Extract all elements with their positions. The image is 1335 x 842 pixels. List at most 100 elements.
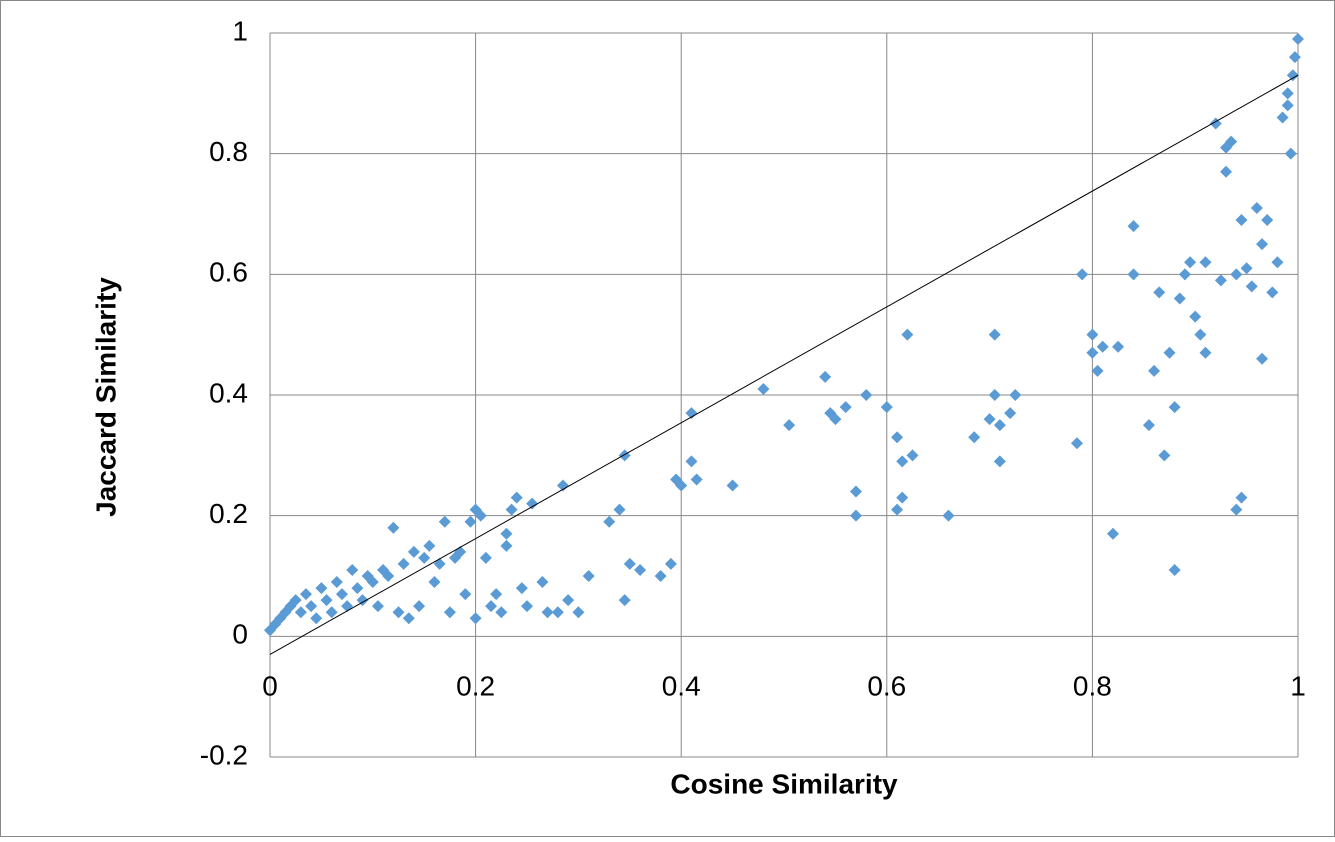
y-tick-label: 0.4 [209, 377, 248, 408]
x-axis-title: Cosine Similarity [670, 768, 898, 799]
point [294, 606, 307, 619]
point [397, 557, 410, 570]
point [1250, 201, 1263, 214]
point [1235, 214, 1248, 227]
point [690, 473, 703, 486]
point [371, 600, 384, 613]
point [428, 576, 441, 589]
point [387, 521, 400, 534]
point [310, 612, 323, 625]
point [891, 503, 904, 516]
point [320, 594, 333, 607]
point [572, 606, 585, 619]
point [896, 491, 909, 504]
grid: -0.2 0 0.2 0.4 0.6 0.8 1 0 0.2 0.4 0.6 0.8 1 [200, 15, 1306, 770]
point [1127, 220, 1140, 233]
point [407, 545, 420, 558]
point [968, 431, 981, 444]
point [613, 503, 626, 516]
point [1281, 99, 1294, 112]
y-axis-title: Jaccard Similarity [90, 277, 121, 517]
point [1178, 268, 1191, 281]
point [819, 370, 832, 383]
point [335, 588, 348, 601]
point [521, 600, 533, 613]
point [582, 570, 595, 582]
point [1225, 135, 1238, 148]
point [562, 594, 575, 607]
x-tick-label: 1 [1290, 671, 1306, 702]
point [1184, 256, 1197, 269]
point [1281, 87, 1294, 100]
trend-line [269, 74, 1299, 655]
point [1276, 111, 1289, 124]
y-tick-label: -0.2 [200, 739, 248, 770]
point [459, 588, 472, 601]
point [993, 455, 1006, 468]
point [783, 419, 796, 432]
y-tick-label: 0.2 [209, 498, 248, 529]
point [423, 539, 436, 552]
point [757, 382, 770, 395]
plot-marks [264, 33, 1304, 655]
point [685, 407, 698, 420]
point [1261, 214, 1274, 227]
point [849, 485, 862, 498]
point [1230, 268, 1243, 281]
point [505, 503, 518, 516]
point [1142, 419, 1155, 432]
point [1168, 563, 1181, 576]
point [479, 551, 492, 564]
point [860, 389, 873, 401]
point [891, 431, 904, 444]
point [880, 401, 893, 414]
y-tick-label: 0.8 [209, 136, 248, 167]
point [1070, 437, 1083, 450]
x-tick-label: 0.8 [1073, 671, 1112, 702]
point [325, 606, 338, 619]
point [1220, 165, 1233, 178]
point [413, 600, 426, 613]
point [1256, 352, 1269, 365]
point [366, 576, 379, 589]
point [1199, 346, 1212, 359]
point [1076, 268, 1089, 281]
point [1153, 286, 1166, 299]
point [1091, 364, 1104, 377]
point [289, 594, 302, 607]
y-tick-label: 0 [232, 619, 248, 650]
point [469, 612, 482, 625]
point [839, 401, 852, 414]
point [618, 594, 631, 607]
point [541, 606, 554, 619]
point [634, 563, 647, 576]
point [1106, 527, 1119, 540]
point [1235, 491, 1248, 504]
point [474, 509, 487, 522]
point [1096, 340, 1109, 353]
point [1284, 147, 1297, 160]
point [1173, 292, 1186, 305]
point [1158, 449, 1171, 462]
point [556, 479, 569, 492]
y-tick-label: 1 [232, 15, 248, 46]
x-tick-label: 0.4 [662, 671, 701, 702]
point [351, 582, 364, 595]
point [500, 527, 513, 540]
point [1240, 262, 1253, 275]
point [1168, 401, 1181, 414]
point [1288, 51, 1301, 64]
point [1086, 328, 1099, 341]
point [1271, 256, 1284, 269]
point [1292, 33, 1304, 46]
point [469, 503, 482, 516]
point [490, 588, 503, 601]
point [1266, 286, 1279, 299]
point [1112, 340, 1125, 353]
point [299, 588, 312, 601]
point [685, 455, 698, 468]
point [515, 582, 528, 595]
point [1004, 407, 1017, 420]
point [443, 606, 456, 619]
point [438, 515, 451, 528]
